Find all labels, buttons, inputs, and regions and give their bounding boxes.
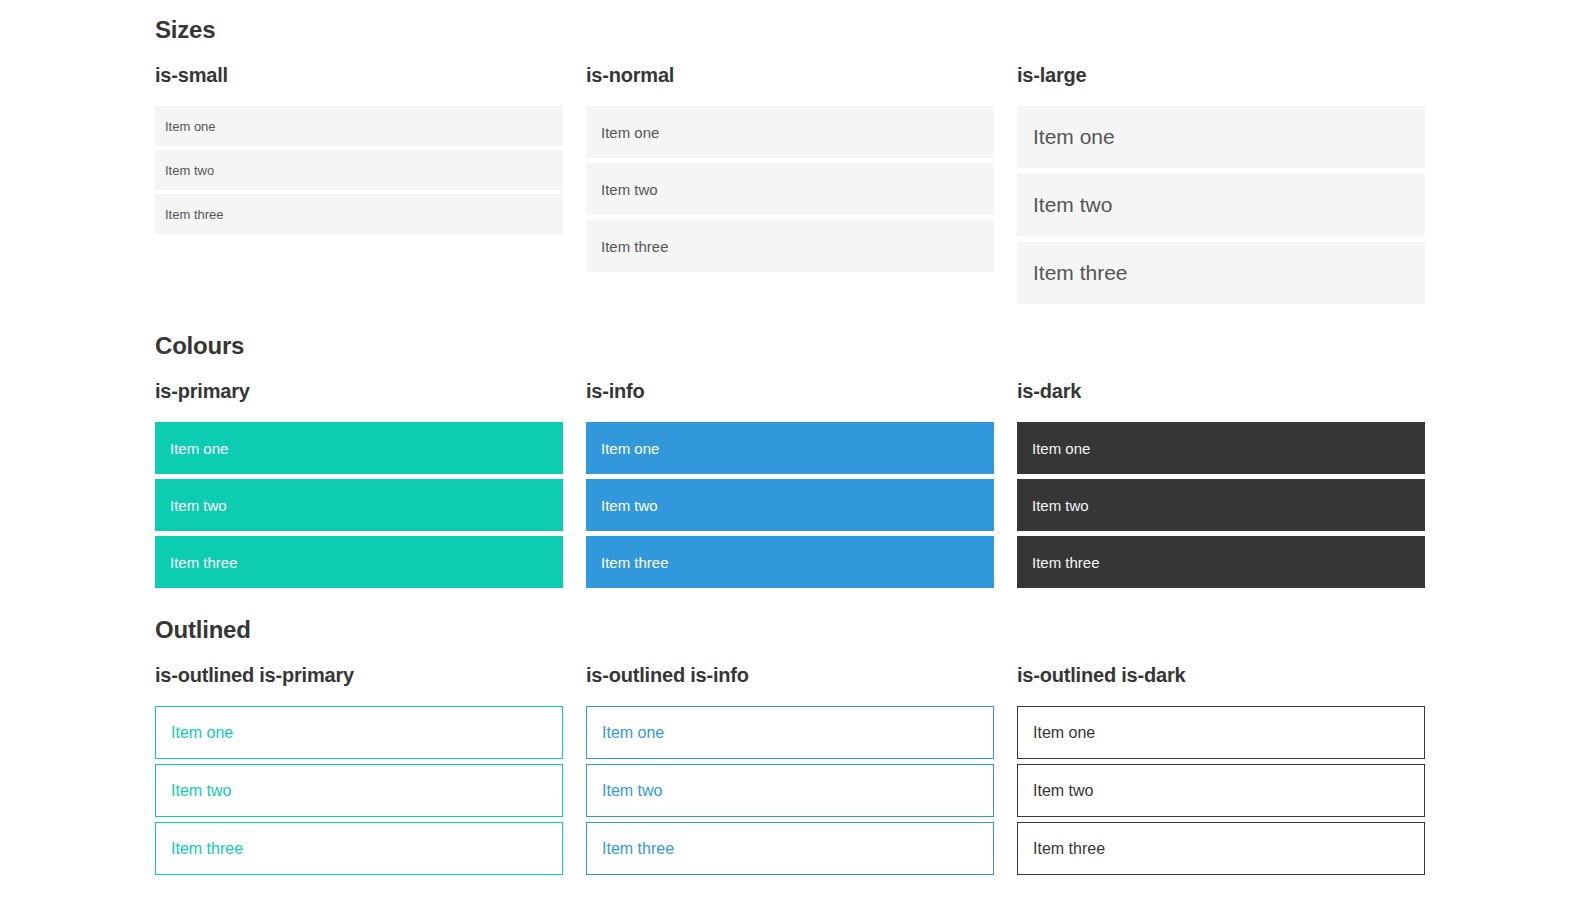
list-item: Item two [155,764,563,817]
group-label-is-outlined-is-primary: is-outlined is-primary [155,663,563,687]
list-item: Item one [586,422,994,474]
list-item: Item three [586,220,994,272]
list-item: Item one [1017,106,1425,168]
group-is-info: is-info Item one Item two Item three [586,379,994,588]
group-label-is-large: is-large [1017,63,1425,87]
section-title-colours: Colours [155,331,1425,360]
list-item: Item two [1017,174,1425,236]
group-is-normal: is-normal Item one Item two Item three [586,63,994,304]
list-item: Item one [1017,706,1425,759]
list-is-info: Item one Item two Item three [586,422,994,588]
list-item: Item one [155,706,563,759]
group-is-small: is-small Item one Item two Item three [155,63,563,304]
list-item: Item two [155,479,563,531]
group-label-is-primary: is-primary [155,379,563,403]
list-is-outlined-is-primary: Item one Item two Item three [155,706,563,875]
list-item: Item three [155,194,563,234]
list-item: Item one [155,106,563,146]
section-title-sizes: Sizes [155,15,1425,44]
list-item: Item two [586,764,994,817]
sizes-columns: is-small Item one Item two Item three is… [155,63,1425,304]
list-item: Item one [155,422,563,474]
list-item: Item three [586,822,994,875]
list-is-normal: Item one Item two Item three [586,106,994,272]
group-label-is-dark: is-dark [1017,379,1425,403]
group-is-large: is-large Item one Item two Item three [1017,63,1425,304]
section-outlined: Outlined is-outlined is-primary Item one… [155,615,1425,875]
group-label-is-info: is-info [586,379,994,403]
list-is-primary: Item one Item two Item three [155,422,563,588]
group-label-is-normal: is-normal [586,63,994,87]
section-colours: Colours is-primary Item one Item two Ite… [155,331,1425,588]
list-item: Item three [1017,536,1425,588]
group-label-is-outlined-is-dark: is-outlined is-dark [1017,663,1425,687]
list-item: Item one [1017,422,1425,474]
list-is-small: Item one Item two Item three [155,106,563,234]
list-item: Item two [1017,479,1425,531]
outlined-columns: is-outlined is-primary Item one Item two… [155,663,1425,875]
list-component-demo-page: Sizes is-small Item one Item two Item th… [0,0,1595,897]
list-is-large: Item one Item two Item three [1017,106,1425,304]
list-item: Item two [586,479,994,531]
list-item: Item one [586,106,994,158]
list-item: Item three [1017,822,1425,875]
group-is-primary: is-primary Item one Item two Item three [155,379,563,588]
list-item: Item two [1017,764,1425,817]
section-sizes: Sizes is-small Item one Item two Item th… [155,15,1425,304]
list-is-outlined-is-info: Item one Item two Item three [586,706,994,875]
list-item: Item three [586,536,994,588]
list-item: Item three [155,822,563,875]
list-item: Item three [1017,242,1425,304]
list-is-dark: Item one Item two Item three [1017,422,1425,588]
list-item: Item one [586,706,994,759]
list-item: Item two [155,150,563,190]
group-is-outlined-is-primary: is-outlined is-primary Item one Item two… [155,663,563,875]
section-title-outlined: Outlined [155,615,1425,644]
list-is-outlined-is-dark: Item one Item two Item three [1017,706,1425,875]
group-is-outlined-is-dark: is-outlined is-dark Item one Item two It… [1017,663,1425,875]
group-label-is-outlined-is-info: is-outlined is-info [586,663,994,687]
list-item: Item three [155,536,563,588]
list-item: Item two [586,163,994,215]
group-label-is-small: is-small [155,63,563,87]
group-is-dark: is-dark Item one Item two Item three [1017,379,1425,588]
group-is-outlined-is-info: is-outlined is-info Item one Item two It… [586,663,994,875]
colours-columns: is-primary Item one Item two Item three … [155,379,1425,588]
